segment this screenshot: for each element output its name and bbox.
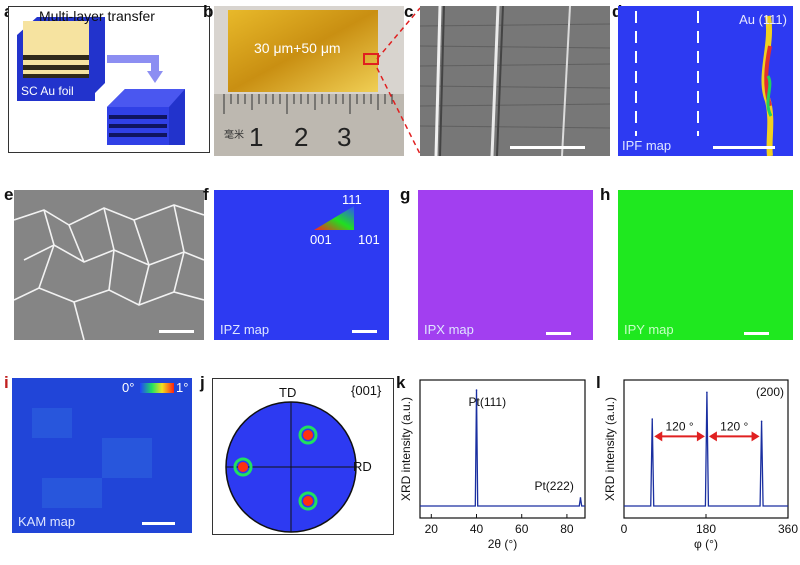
panel-label-l: l	[596, 373, 601, 392]
spectrum-line	[420, 389, 585, 507]
peak-1	[579, 497, 582, 499]
thickness-label: 30 μm+50 μm	[254, 40, 341, 56]
triangle-001: 001	[310, 232, 332, 247]
xrd-phi-chart: 0 180 360 φ (°) XRD intensity (a.u.) (200) 120…	[603, 379, 798, 551]
ipy-map-label: IPY map	[624, 322, 674, 337]
panel-label-j: j	[200, 373, 205, 392]
td-axis-label: TD	[279, 385, 297, 400]
ipf-map	[635, 11, 775, 156]
x-tick-label-0: 20	[425, 522, 439, 536]
panel-d-ipf: Au (111) IPF map	[618, 6, 793, 156]
x-axis-label: φ (°)	[694, 537, 718, 551]
panel-label-i: i	[4, 373, 9, 392]
ruler-number-3: 3	[337, 122, 352, 152]
peak-label-0: Pt(111)	[469, 395, 507, 409]
kam-map-label: KAM map	[18, 514, 76, 529]
panel-f-ipz: 111 001 101 IPZ map	[214, 190, 389, 340]
panel-a-title: Multi-layer transfer	[39, 8, 155, 24]
panel-j-pole-figure: {001} TD RD	[212, 378, 394, 535]
ipz-map-label: IPZ map	[220, 322, 270, 337]
kam-scale-max: 1°	[176, 380, 189, 395]
triangle-111: 111	[342, 192, 362, 207]
panel-e-sem	[14, 190, 204, 340]
x-tick-label-1: 40	[470, 522, 484, 536]
panel-h-ipy: IPY map	[618, 190, 793, 340]
ruler-number-1: 1	[249, 122, 264, 152]
rd-axis-label: RD	[353, 459, 372, 474]
ipx-map-label: IPX map	[424, 322, 474, 337]
panel-label-c: c	[404, 2, 414, 21]
panel-label-g: g	[400, 185, 411, 204]
x-tick-label-2: 360	[778, 522, 798, 536]
arrow-head-left-1	[708, 431, 717, 442]
x-axis-label: 2θ (°)	[488, 537, 517, 551]
panel-label-e: e	[4, 185, 14, 204]
ipf-map-label: IPF map	[622, 138, 672, 153]
panel-c-sem	[420, 6, 610, 156]
scale-bar-h	[744, 332, 769, 335]
panel-i-kam: 0° 1° KAM map	[12, 378, 192, 533]
arrow-head-left-0	[654, 431, 663, 442]
sem-image	[420, 6, 610, 156]
panel-label-d: d	[612, 3, 622, 20]
kam-scale-min: 0°	[122, 380, 135, 395]
peak-0	[475, 389, 478, 391]
panel-g-ipx: IPX map	[418, 190, 593, 340]
panel-b-photo: 30 μm+50 μm 毫米 1 2 3	[214, 6, 404, 156]
transfer-schematic	[17, 17, 185, 145]
chart-title: (200)	[756, 385, 784, 399]
kam-map	[32, 383, 175, 525]
xrd-2theta-chart: Pt(111) Pt(222) 20 40 60 80 2θ (°) XRD intensit…	[400, 379, 586, 551]
arrow-head-right-1	[751, 431, 760, 442]
peak-2	[760, 420, 763, 423]
gold-foil-photo	[214, 6, 404, 156]
y-axis-label: XRD intensity (a.u.)	[400, 397, 413, 501]
panel-label-f: f	[203, 185, 209, 204]
x-tick-label-2: 60	[515, 522, 529, 536]
arrow-head-right-0	[696, 431, 705, 442]
ipf-color-triangle	[314, 206, 377, 333]
scale-bar-g	[546, 332, 571, 335]
panel-a-schematic: Multi-layer transfer SC Au foil	[8, 6, 210, 153]
x-tick-label-1: 180	[696, 522, 716, 536]
triangle-101: 101	[358, 232, 380, 247]
peak-1	[706, 391, 708, 394]
panel-label-k: k	[396, 373, 406, 392]
foil-label: SC Au foil	[21, 84, 74, 98]
x-tick-label-3: 80	[560, 522, 574, 536]
pole-family: {001}	[351, 383, 382, 398]
panel-label-h: h	[600, 185, 611, 204]
ruler-mark: 毫米	[224, 130, 244, 141]
zoom-lines	[376, 7, 421, 155]
peak-label-1: Pt(222)	[534, 479, 573, 493]
ruler-number-2: 2	[294, 122, 309, 152]
y-axis-label: XRD intensity (a.u.)	[603, 397, 617, 501]
spectrum-line	[624, 392, 788, 507]
x-tick-label-0: 0	[621, 522, 628, 536]
interval-label-0: 120 °	[665, 419, 693, 433]
wrinkle-sem	[14, 190, 204, 340]
au-111-label: Au (111)	[739, 12, 787, 27]
peak-0	[651, 418, 654, 420]
pole-figure	[225, 401, 357, 533]
plot-frame	[419, 379, 586, 519]
panel-label-b: b	[203, 2, 214, 21]
interval-label-1: 120 °	[720, 419, 748, 433]
